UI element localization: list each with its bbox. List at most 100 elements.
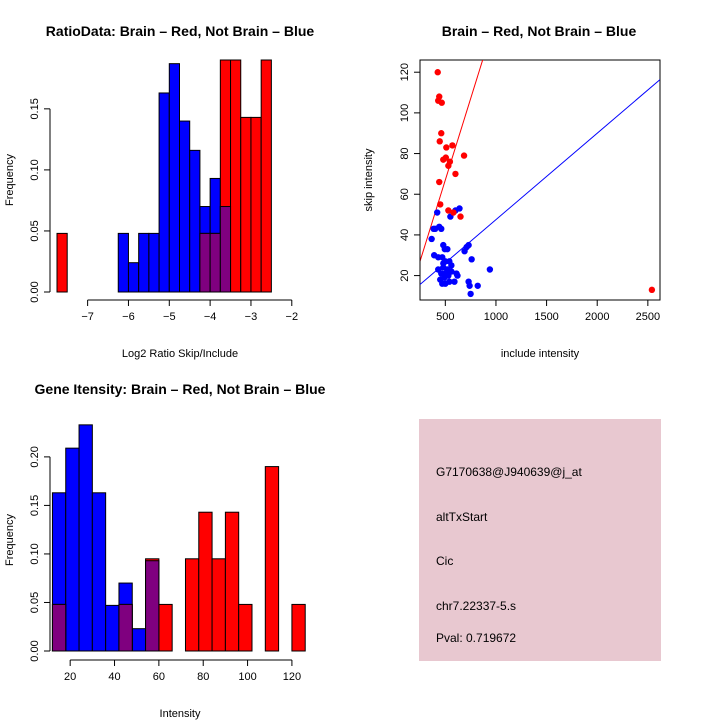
x-tick-label: 1500 (534, 311, 558, 323)
scatter-point-brain (452, 170, 459, 178)
scatter-point-not-brain (435, 266, 442, 273)
x-tick-label: 40 (108, 671, 120, 683)
scatter-point-not-brain (448, 262, 455, 269)
x-tick-label: 500 (436, 311, 454, 323)
histogram-bar-brain (250, 116, 262, 293)
x-tick-label: −6 (122, 311, 135, 323)
y-tick-label: 0.15 (29, 98, 41, 119)
scatter-point-brain (460, 152, 468, 159)
scatter-point-not-brain (461, 247, 468, 255)
histogram-bar-not-brain (148, 232, 160, 293)
regression-line-red (420, 60, 484, 262)
scatter-point-brain (648, 286, 656, 294)
histogram-bar-brain (198, 511, 213, 652)
histogram-bar-overlap (219, 206, 232, 293)
y-tick-label: 20 (399, 269, 411, 281)
gene-histogram-ylabel: Frequency (4, 514, 16, 566)
scatter-point-not-brain (474, 282, 481, 289)
x-tick-label: −4 (204, 311, 217, 323)
scatter-point-brain (450, 209, 457, 216)
histogram-bar-not-brain (65, 447, 80, 652)
histogram-bar-overlap (51, 603, 67, 652)
y-tick-label: 0.05 (29, 220, 41, 241)
scatter-point-brain (436, 138, 443, 145)
histogram-bar-not-brain (179, 120, 191, 293)
scatter-point-not-brain (468, 256, 475, 263)
x-tick-label: −7 (81, 311, 94, 323)
probe-id-text: G7170638@J940639@j_at (436, 465, 582, 479)
scatter-point-not-brain (440, 260, 447, 267)
info-panel: G7170638@J940639@j_at altTxStart Cic chr… (419, 419, 661, 661)
info-panel-background (419, 419, 661, 661)
scatter-point-brain (436, 178, 443, 186)
histogram-bar-not-brain (189, 149, 201, 293)
scatter-point-not-brain (486, 266, 494, 273)
histogram-bar-brain (224, 511, 240, 652)
histogram-bar-brain (184, 558, 200, 652)
histogram-bar-overlap (209, 232, 221, 293)
histogram-bar-not-brain (117, 232, 129, 293)
histogram-bar-brain (238, 603, 253, 652)
histogram-bar-overlap (199, 232, 211, 293)
scatter-point-brain (449, 142, 456, 149)
y-tick-label: 40 (399, 229, 411, 241)
scatter-point-not-brain (446, 278, 453, 285)
x-tick-label: −5 (163, 311, 176, 323)
x-tick-label: 100 (238, 671, 256, 683)
histogram-bar-not-brain (78, 424, 93, 652)
histogram-bar-brain (260, 59, 272, 293)
histogram-bar-brain (56, 232, 68, 293)
histogram-bar-not-brain (158, 92, 170, 293)
scatter-point-brain (442, 154, 450, 161)
histogram-bar-not-brain (168, 63, 181, 293)
scatter-point-not-brain (428, 235, 435, 243)
histogram-bar-brain (230, 59, 242, 293)
y-tick-label: 120 (399, 63, 411, 81)
scatter-xlabel: include intensity (501, 348, 580, 360)
y-tick-label: 0.15 (29, 495, 41, 516)
histogram-bar-brain (240, 116, 252, 293)
regression-line-blue (420, 79, 660, 285)
x-tick-label: −2 (286, 311, 299, 323)
scatter-plot-frame (419, 59, 661, 301)
ratio-histogram: RatioData: Brain – Red, Not Brain – Blue… (4, 23, 314, 360)
y-tick-label: 60 (399, 188, 411, 200)
y-tick-label: 100 (399, 104, 411, 122)
histogram-bar-not-brain (105, 604, 120, 652)
ratio-histogram-xlabel: Log2 Ratio Skip/Include (122, 348, 238, 360)
scatter-point-brain (445, 162, 452, 169)
x-tick-label: 120 (283, 671, 301, 683)
scatter-title: Brain – Red, Not Brain – Blue (442, 23, 637, 39)
scatter-point-not-brain (430, 252, 438, 259)
histogram-bar-not-brain (91, 492, 107, 652)
histogram-bar-not-brain (138, 232, 150, 293)
scatter-point-not-brain (434, 209, 441, 216)
scatter-point-brain (434, 69, 441, 76)
scatter-point-not-brain (444, 245, 451, 253)
x-tick-label: 20 (64, 671, 76, 683)
gene-histogram-title: Gene Itensity: Brain – Red, Not Brain – … (35, 381, 326, 397)
event-type-text: altTxStart (436, 510, 488, 524)
y-tick-label: 0.20 (29, 446, 41, 467)
scatter-point-not-brain (451, 278, 458, 285)
histogram-bar-not-brain (131, 628, 147, 652)
pval-text: Pval: 0.719672 (436, 631, 516, 645)
location-text: chr7.22337-5.s (436, 599, 516, 613)
scatter-point-brain (445, 207, 452, 214)
scatter-ylabel: skip intensity (363, 148, 375, 211)
x-tick-label: 2500 (636, 311, 660, 323)
x-tick-label: 80 (197, 671, 209, 683)
scatter-point-not-brain (467, 290, 474, 298)
y-tick-label: 0.05 (29, 592, 41, 613)
histogram-bar-overlap (145, 560, 160, 652)
histogram-bar-brain (211, 558, 226, 652)
histogram-bar-brain (264, 466, 280, 652)
scatter-point-not-brain (454, 272, 461, 279)
x-tick-label: 2000 (585, 311, 609, 323)
y-tick-label: 0.00 (29, 281, 41, 302)
x-tick-label: −3 (245, 311, 258, 323)
scatter-point-brain (437, 201, 444, 208)
histogram-bar-brain (291, 603, 306, 652)
scatter-point-not-brain (438, 225, 445, 233)
